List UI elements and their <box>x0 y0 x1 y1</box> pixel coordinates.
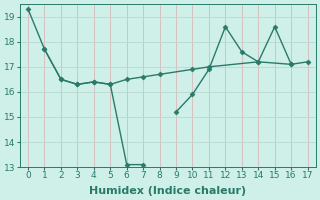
X-axis label: Humidex (Indice chaleur): Humidex (Indice chaleur) <box>89 186 246 196</box>
